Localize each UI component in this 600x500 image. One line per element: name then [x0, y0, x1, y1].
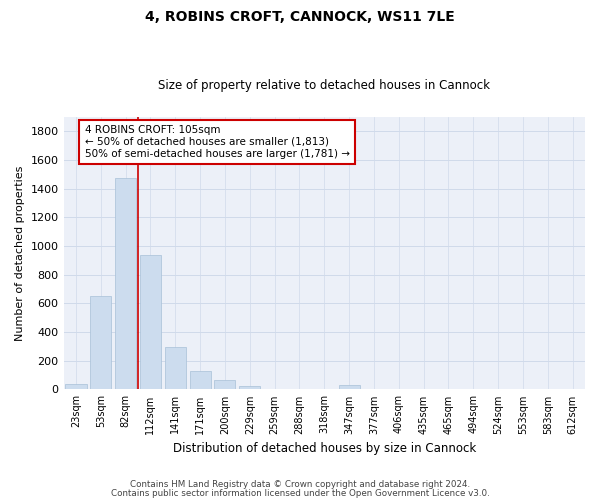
Bar: [90, 296, 112, 390]
Text: 4 ROBINS CROFT: 105sqm
← 50% of detached houses are smaller (1,813)
50% of semi-: 4 ROBINS CROFT: 105sqm ← 50% of detached…: [85, 126, 350, 158]
Bar: [190, 371, 211, 390]
Bar: [165, 347, 186, 390]
Bar: [140, 256, 161, 390]
Text: Contains public sector information licensed under the Open Government Licence v3: Contains public sector information licen…: [110, 489, 490, 498]
Bar: [338, 385, 359, 390]
Bar: [214, 380, 235, 390]
Text: Contains HM Land Registry data © Crown copyright and database right 2024.: Contains HM Land Registry data © Crown c…: [130, 480, 470, 489]
Bar: [115, 178, 136, 390]
X-axis label: Distribution of detached houses by size in Cannock: Distribution of detached houses by size …: [173, 442, 476, 455]
Title: Size of property relative to detached houses in Cannock: Size of property relative to detached ho…: [158, 79, 490, 92]
Bar: [239, 386, 260, 390]
Y-axis label: Number of detached properties: Number of detached properties: [15, 166, 25, 341]
Text: 4, ROBINS CROFT, CANNOCK, WS11 7LE: 4, ROBINS CROFT, CANNOCK, WS11 7LE: [145, 10, 455, 24]
Bar: [65, 384, 86, 390]
